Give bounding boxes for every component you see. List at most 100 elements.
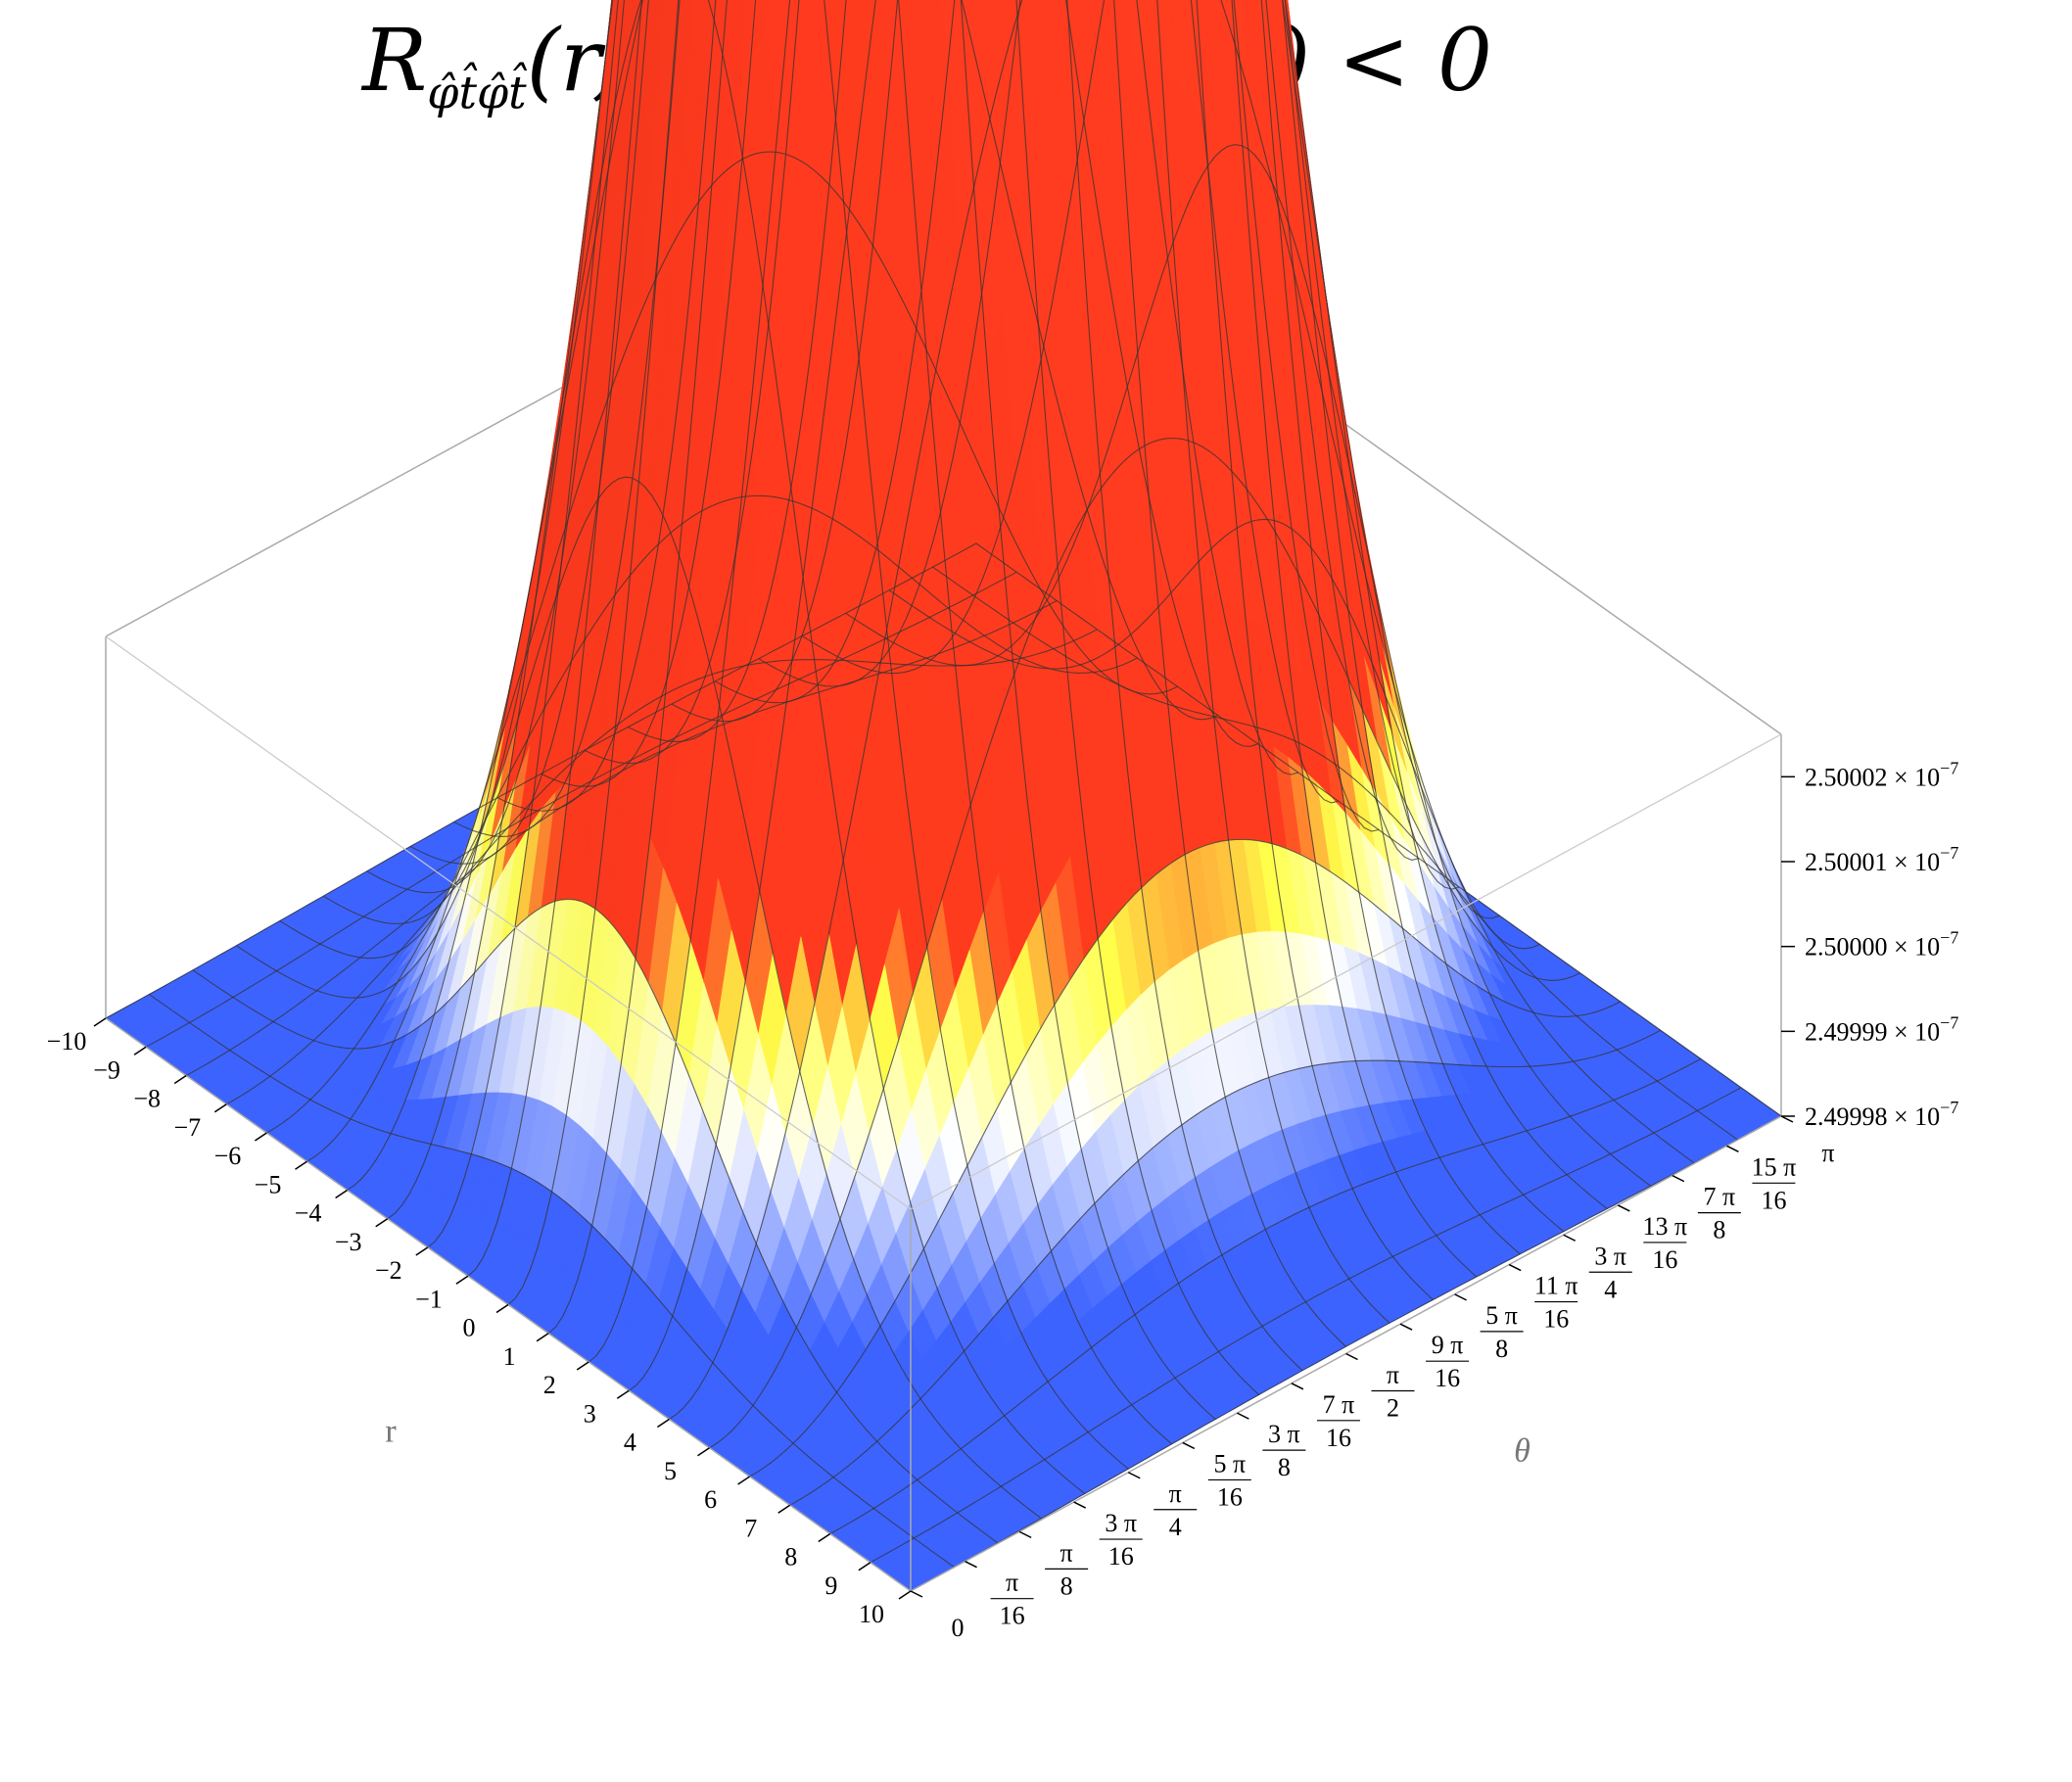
mesh-line-r <box>870 1087 1742 1564</box>
mesh-line-theta <box>758 0 1565 1233</box>
theta-tick-den: 8 <box>1713 1216 1725 1244</box>
mesh-line-theta <box>409 0 1216 1420</box>
theta-tick-den: 8 <box>1495 1335 1508 1363</box>
r-tick-label: 7 <box>744 1514 757 1542</box>
theta-tick-num: π <box>1060 1538 1073 1567</box>
mesh-line-r <box>306 151 1178 1162</box>
r-tick-mark <box>737 1476 751 1485</box>
r-tick-mark <box>495 1303 509 1314</box>
theta-tick-num: 5 π <box>1485 1301 1518 1330</box>
r-tick-mark <box>616 1389 630 1399</box>
theta-tick-den: 16 <box>1326 1424 1351 1452</box>
r-axis-label: r <box>385 1414 397 1450</box>
theta-tick-num: π <box>1006 1569 1018 1597</box>
r-tick-label: 2 <box>543 1371 556 1399</box>
mesh-line-theta <box>671 0 1478 1278</box>
axis-ticks: −10−9−8−7−6−5−4−3−2−1012345678910r0π16π8… <box>47 758 1959 1642</box>
theta-tick-den: 16 <box>1108 1542 1134 1571</box>
theta-tick-num: 3 π <box>1268 1420 1300 1448</box>
theta-tick-num: 3 π <box>1105 1509 1137 1537</box>
r-tick-label: −6 <box>214 1142 242 1170</box>
mesh-line-theta <box>801 0 1608 1209</box>
theta-tick-den: 16 <box>1761 1186 1786 1214</box>
mesh-line-r <box>789 1029 1661 1506</box>
box-edge <box>910 733 1782 1210</box>
r-tick-mark <box>697 1447 710 1457</box>
theta-tick-label: 0 <box>952 1614 965 1642</box>
r-tick-mark <box>254 1132 267 1142</box>
r-tick-label: −5 <box>255 1170 282 1198</box>
r-tick-label: 4 <box>624 1429 636 1457</box>
r-tick-label: −7 <box>173 1113 201 1142</box>
theta-tick-mark <box>1127 1472 1141 1479</box>
mesh-line-r <box>145 571 1017 1048</box>
theta-axis-label: θ <box>1514 1433 1530 1470</box>
z-tick-label: 2.49998 × 10−7 <box>1805 1098 1958 1131</box>
r-tick-label: 0 <box>463 1314 476 1342</box>
theta-tick-num: 13 π <box>1642 1212 1687 1241</box>
theta-tick-mark <box>1399 1323 1413 1331</box>
r-tick-mark <box>375 1218 389 1228</box>
mesh-line-r <box>910 1115 1782 1592</box>
theta-tick-mark <box>1508 1263 1522 1272</box>
title-symbol: R <box>362 10 428 111</box>
theta-tick-num: 11 π <box>1534 1272 1578 1300</box>
mesh-line-r <box>387 0 1258 1220</box>
theta-tick-num: 7 π <box>1704 1183 1736 1211</box>
theta-tick-label: π <box>1821 1139 1834 1167</box>
theta-tick-mark <box>1291 1383 1304 1390</box>
theta-tick-num: 7 π <box>1323 1390 1355 1419</box>
theta-tick-den: 2 <box>1387 1394 1399 1423</box>
mesh-line-r <box>669 0 1540 1420</box>
r-tick-label: 8 <box>784 1543 797 1571</box>
mesh-line-r <box>105 542 977 1019</box>
mesh-line-r <box>467 0 1340 1277</box>
r-tick-label: −9 <box>93 1055 120 1084</box>
r-tick-mark <box>898 1590 912 1600</box>
z-tick-label: 2.50001 × 10−7 <box>1805 843 1958 876</box>
mesh-line-r <box>749 838 1621 1477</box>
mesh-line-theta <box>584 0 1390 1324</box>
r-tick-label: −3 <box>335 1228 362 1256</box>
theta-tick-mark <box>1617 1204 1630 1212</box>
theta-tick-mark <box>1563 1234 1577 1242</box>
mesh-line-r <box>588 0 1460 1363</box>
theta-tick-num: 3 π <box>1594 1242 1626 1270</box>
r-tick-label: −2 <box>375 1256 402 1285</box>
r-tick-mark <box>213 1103 227 1113</box>
theta-tick-mark <box>1780 1115 1794 1123</box>
mesh-line-r <box>427 0 1298 1248</box>
r-tick-mark <box>777 1504 791 1514</box>
theta-tick-num: 9 π <box>1432 1331 1464 1359</box>
theta-tick-den: 16 <box>1543 1305 1569 1334</box>
theta-tick-num: 15 π <box>1752 1152 1797 1181</box>
mesh-line-theta <box>628 0 1434 1300</box>
r-tick-mark <box>173 1074 187 1085</box>
mesh-line-theta <box>715 0 1521 1255</box>
theta-tick-den: 16 <box>1217 1482 1243 1511</box>
theta-tick-mark <box>1345 1352 1358 1361</box>
theta-tick-num: 5 π <box>1213 1449 1246 1477</box>
mesh-line-theta <box>496 0 1303 1372</box>
r-tick-mark <box>656 1418 670 1429</box>
r-tick-label: −1 <box>415 1285 443 1313</box>
r-tick-mark <box>455 1275 469 1285</box>
theta-tick-mark <box>1018 1530 1032 1539</box>
theta-tick-num: π <box>1387 1361 1399 1389</box>
r-tick-mark <box>858 1562 871 1571</box>
theta-tick-den: 4 <box>1604 1275 1617 1303</box>
theta-tick-mark <box>1672 1174 1685 1183</box>
theta-tick-mark <box>1182 1441 1196 1450</box>
z-tick-label: 2.50002 × 10−7 <box>1805 758 1958 791</box>
r-tick-mark <box>133 1046 147 1055</box>
theta-tick-mark <box>1454 1293 1467 1301</box>
theta-tick-den: 8 <box>1278 1453 1291 1481</box>
mesh-line-r <box>507 0 1380 1305</box>
theta-tick-mark <box>910 1590 923 1598</box>
r-tick-label: 10 <box>859 1600 884 1628</box>
mesh-line-r <box>709 437 1580 1449</box>
theta-tick-den: 16 <box>1000 1602 1025 1630</box>
theta-tick-den: 16 <box>1652 1245 1677 1274</box>
r-tick-mark <box>576 1361 589 1371</box>
